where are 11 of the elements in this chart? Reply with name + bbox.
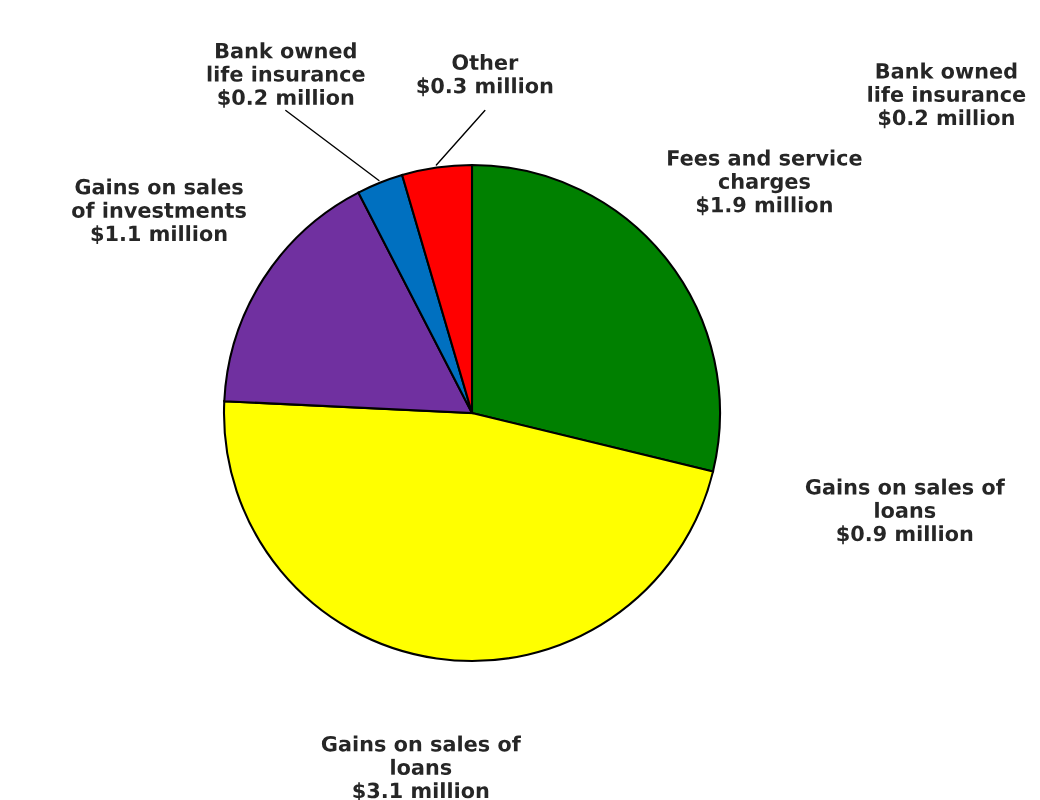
slice-label: Other xyxy=(452,53,519,71)
slice-label: Fees and service charges xyxy=(668,149,862,194)
slice-label: Gains on sales of loans xyxy=(321,735,521,775)
text: Gains on sales of loans $0.9 million xyxy=(805,478,1005,545)
data-label: $0.3 million xyxy=(417,77,553,97)
text: Bank owned life insurance $0.2 million xyxy=(868,62,1026,129)
data-label: $0.2 million xyxy=(218,88,354,108)
slice-label: Bank owned life insurance xyxy=(207,42,365,82)
slice-label: Gains on sales of investments xyxy=(72,178,246,218)
data-label: $1.9 million xyxy=(697,196,832,216)
data-label: $1.1 million xyxy=(91,225,227,245)
